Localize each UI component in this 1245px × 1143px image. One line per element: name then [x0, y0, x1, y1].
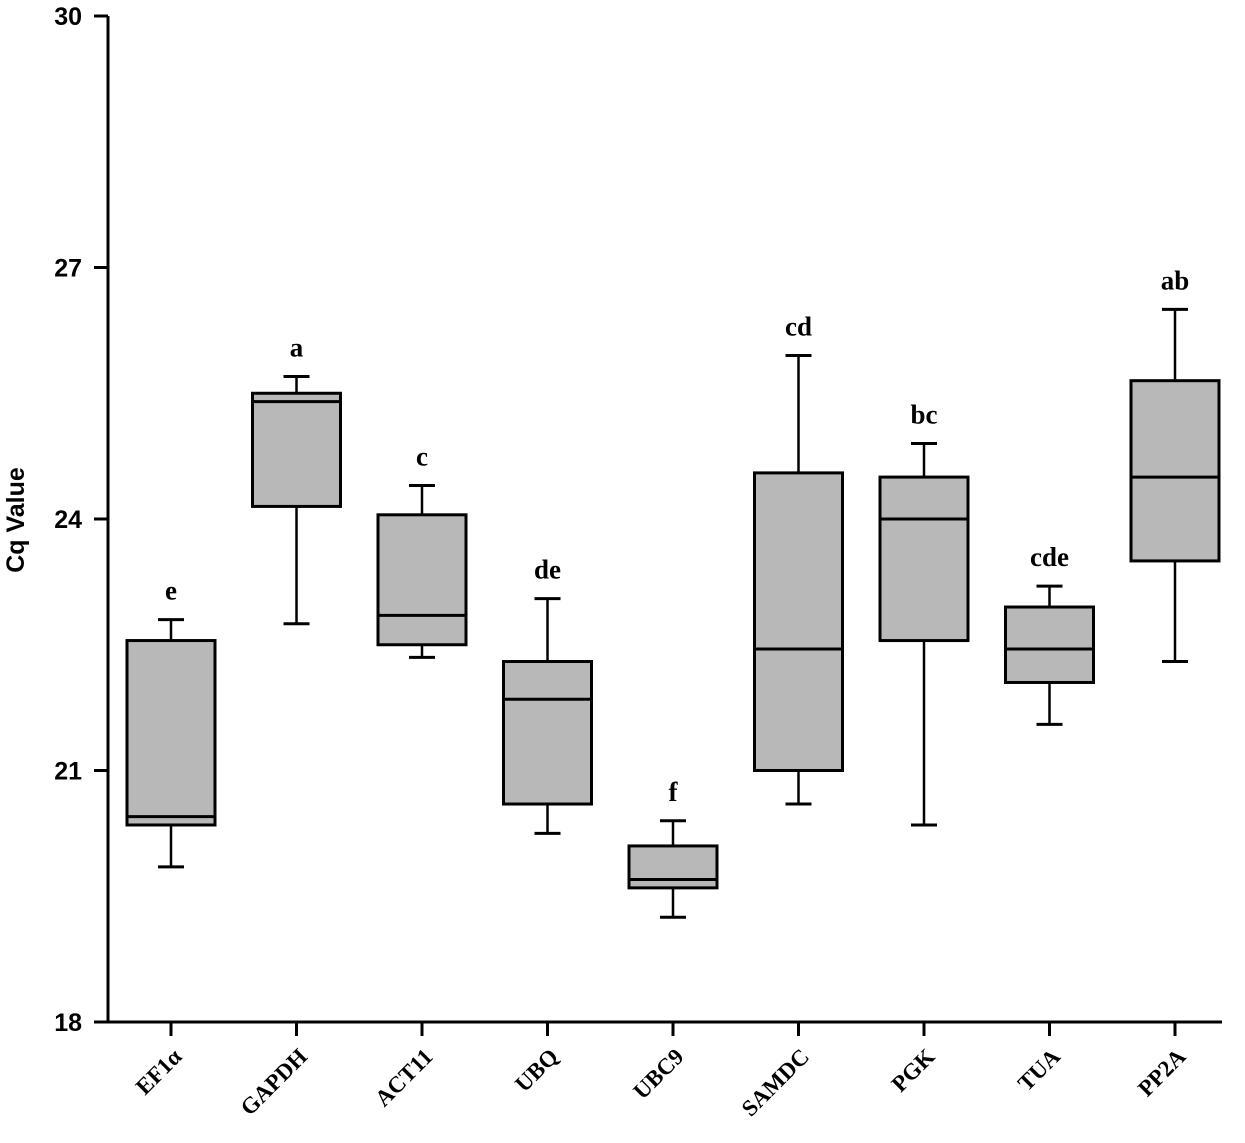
iqr-box [376, 513, 468, 647]
iqr-box [753, 471, 844, 772]
iqr-box [1129, 379, 1221, 563]
x-tick-label: GAPDH [236, 1044, 312, 1120]
y-tick-label: 30 [54, 3, 82, 31]
significance-letter: cde [1030, 542, 1069, 572]
significance-letter: de [534, 555, 561, 585]
box-group: bc [878, 400, 970, 827]
box-group: de [502, 555, 593, 835]
y-tick-label: 27 [54, 255, 82, 283]
x-tick-label: UBC9 [628, 1044, 688, 1104]
x-tick-label: SAMDC [737, 1044, 814, 1121]
iqr-box [125, 639, 217, 827]
box-group: f [627, 777, 719, 919]
significance-letter: cd [785, 312, 812, 342]
significance-letter: bc [911, 400, 938, 430]
box-group: ab [1129, 265, 1221, 664]
significance-letter: a [290, 332, 304, 362]
y-ticks: 18 21 24 27 30 [54, 3, 108, 1037]
box-group: cd [753, 312, 844, 806]
x-tick-label: PGK [887, 1044, 940, 1097]
box-group: e [125, 576, 217, 869]
significance-letter: c [416, 441, 428, 471]
x-tick-label: ACT11 [370, 1044, 437, 1111]
box-group: a [251, 332, 342, 626]
iqr-box [251, 391, 342, 508]
x-tick-label: TUA [1013, 1044, 1065, 1096]
y-tick-label: 21 [54, 758, 82, 786]
box-group: cde [1004, 542, 1095, 726]
x-tick-label: PP2A [1133, 1044, 1191, 1102]
x-tick-label: UBQ [510, 1044, 563, 1097]
y-tick-label: 24 [54, 506, 82, 534]
box-group: c [376, 441, 468, 659]
iqr-box [502, 660, 593, 806]
iqr-box [878, 475, 970, 643]
axes: Cq Value [2, 16, 1222, 1024]
x-ticks: EF1α GAPDH ACT11 UBQ UBC9 SAMDC PGK TUA PP2A [131, 1022, 1191, 1121]
y-tick-label: 18 [54, 1009, 82, 1037]
significance-letter: f [669, 777, 679, 807]
iqr-box [627, 844, 719, 890]
significance-letter: e [165, 576, 177, 606]
x-tick-label: EF1α [131, 1044, 187, 1100]
y-axis-label: Cq Value [2, 467, 30, 573]
iqr-box [1004, 605, 1095, 684]
significance-letter: ab [1161, 265, 1190, 295]
